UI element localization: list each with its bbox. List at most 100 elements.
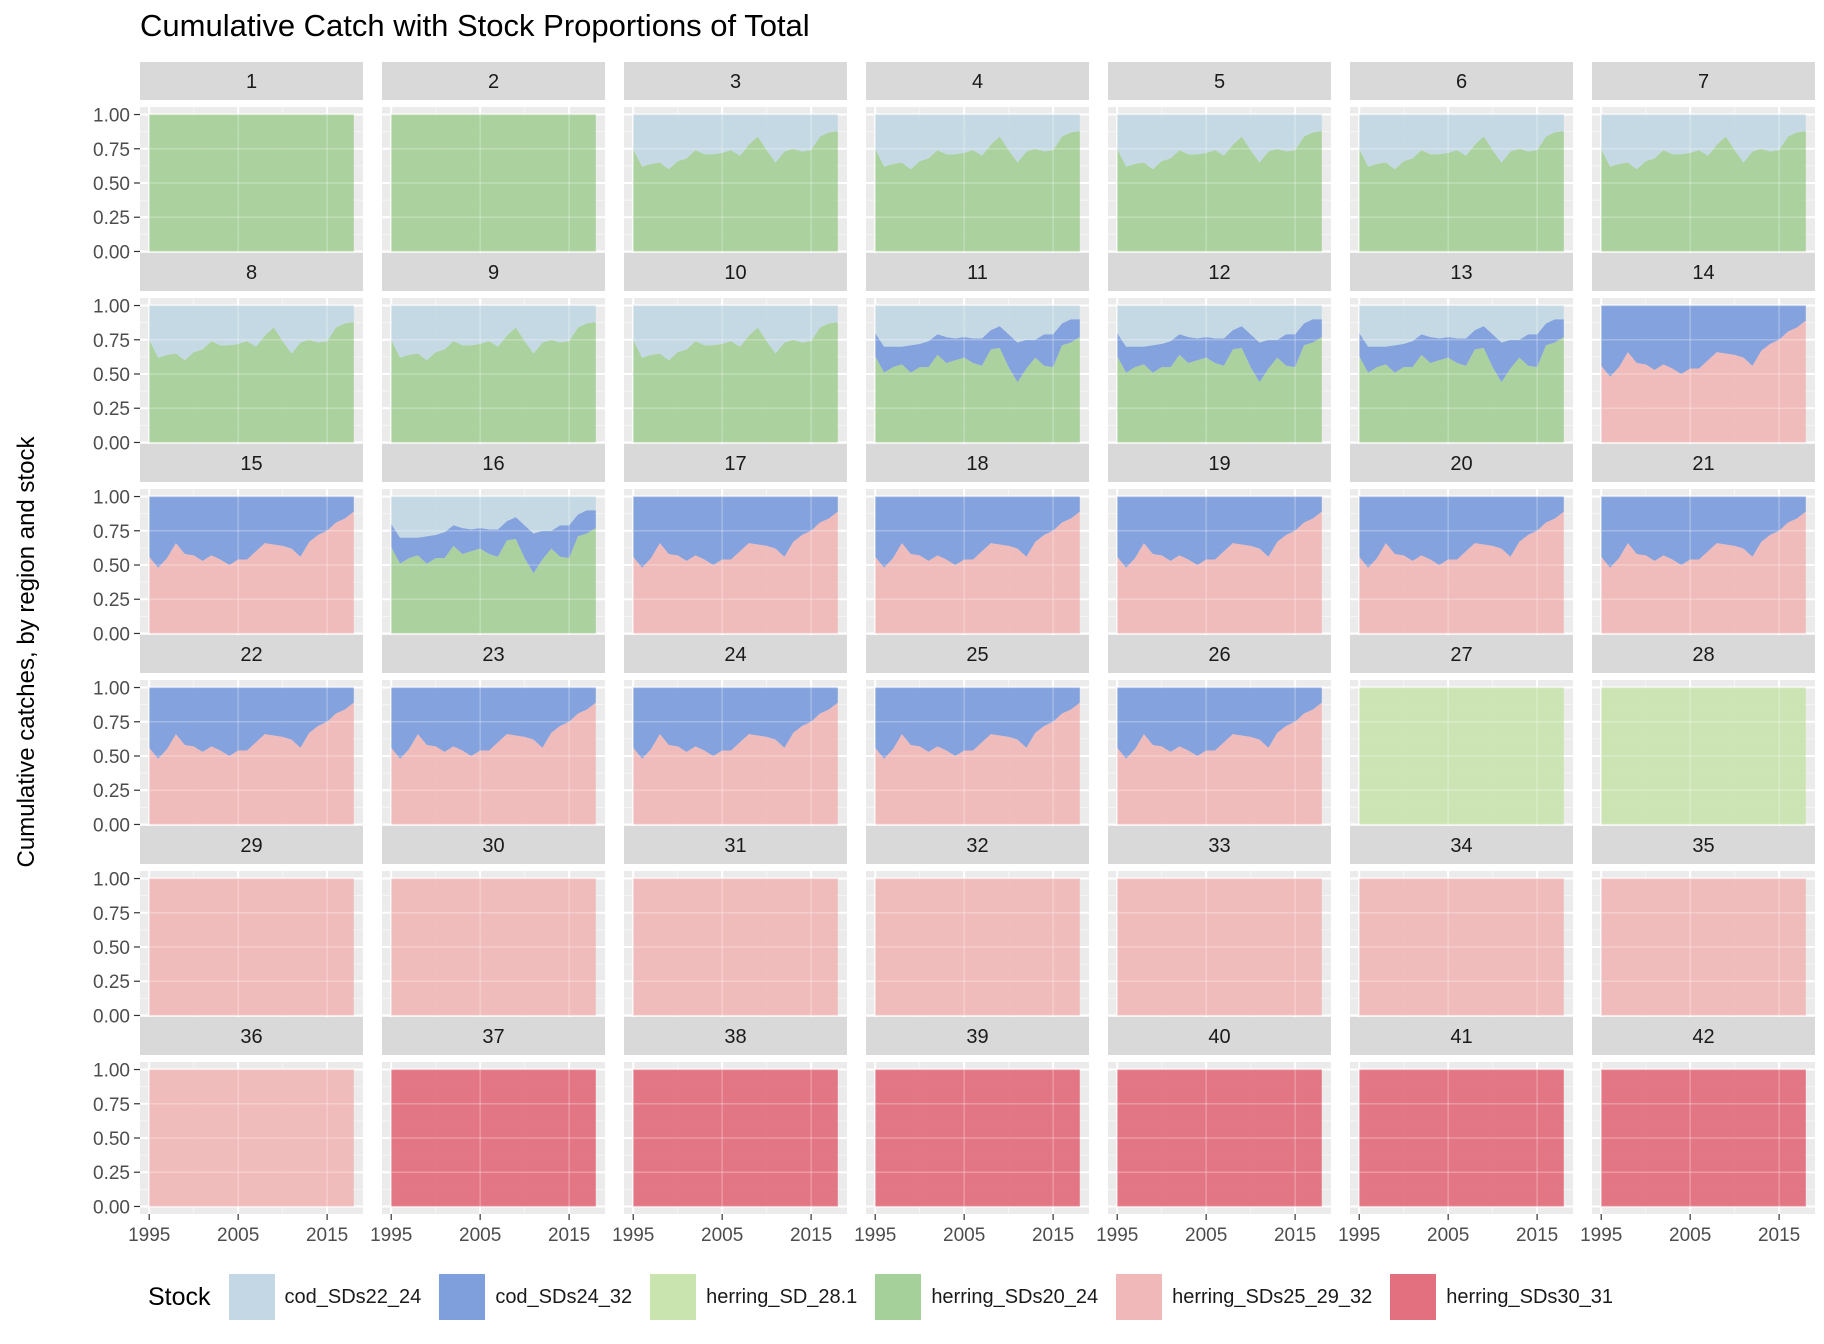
facet-strip (382, 253, 605, 291)
facet-strip-label: 26 (1208, 644, 1230, 666)
facet-strip (140, 253, 363, 291)
y-tick-label: 1.00 (93, 870, 130, 891)
facet-panel: 14 (1592, 253, 1815, 450)
y-tick-label: 0.00 (93, 815, 130, 836)
x-tick-label: 2015 (548, 1225, 590, 1246)
facet-strip (1350, 826, 1573, 864)
area-herring_SD_28.1 (1359, 687, 1564, 825)
facet-panel: 3 (624, 62, 847, 259)
legend: Stock cod_SDs22_24 cod_SDs24_32 herring_SD… (148, 1272, 1631, 1322)
facet-strip (1350, 253, 1573, 291)
facet-strip (1592, 62, 1815, 100)
area-cod_SDs22_24 (149, 305, 354, 361)
y-tick-label: 1.00 (93, 679, 130, 700)
facet-strip (866, 635, 1089, 673)
area-cod_SDs24_32 (1117, 319, 1322, 383)
area-herring_SDs25_29_32 (875, 511, 1080, 634)
facet-strip (624, 253, 847, 291)
y-tick-label: 0.50 (93, 556, 130, 577)
area-cod_SDs24_32 (149, 496, 354, 568)
area-herring_SDs20_24 (1601, 130, 1806, 252)
facet-strip (1592, 253, 1815, 291)
area-herring_SD_28.1 (1601, 687, 1806, 825)
area-cod_SDs24_32 (149, 687, 354, 759)
x-tick-label: 2005 (459, 1225, 501, 1246)
area-cod_SDs24_32 (1117, 496, 1322, 568)
area-cod_SDs24_32 (1601, 305, 1806, 377)
facet-strip-label: 3 (730, 71, 741, 93)
facet-panel: 30 (382, 826, 605, 1023)
facet-strip (1592, 1017, 1815, 1055)
x-tick-label: 2015 (790, 1225, 832, 1246)
facet-strip-label: 34 (1450, 835, 1472, 857)
facet-panel: 19 (1108, 444, 1331, 641)
area-herring_SDs30_31 (1359, 1069, 1564, 1207)
x-tick-label: 2005 (1427, 1225, 1469, 1246)
area-herring_SDs20_24 (1117, 337, 1322, 443)
x-tick-label: 2015 (306, 1225, 348, 1246)
area-herring_SDs25_29_32 (149, 702, 354, 825)
facet-panels: 10.000.250.500.751.002 3 4 5 6 780.000.250.50… (93, 62, 1815, 1246)
y-tick-label: 0.00 (93, 1197, 130, 1218)
y-tick-label: 0.25 (93, 781, 130, 802)
area-herring_SDs20_24 (1359, 130, 1564, 252)
area-herring_SDs25_29_32 (1359, 511, 1564, 634)
facet-strip-label: 8 (246, 262, 257, 284)
facet-strip-label: 19 (1208, 453, 1230, 475)
area-herring_SDs25_29_32 (1601, 878, 1806, 1016)
area-cod_SDs24_32 (391, 687, 596, 759)
facet-panel: 20 (1350, 444, 1573, 641)
facet-strip (140, 826, 363, 864)
area-herring_SDs30_31 (1117, 1069, 1322, 1207)
area-herring_SDs20_24 (875, 130, 1080, 252)
area-herring_SDs25_29_32 (633, 702, 838, 825)
facet-strip (866, 253, 1089, 291)
facet-strip (866, 62, 1089, 100)
area-herring_SDs20_24 (633, 321, 838, 443)
facet-panel: 34 (1350, 826, 1573, 1023)
facet-strip (866, 1017, 1089, 1055)
area-herring_SDs25_29_32 (391, 878, 596, 1016)
facet-strip (382, 444, 605, 482)
area-cod_SDs24_32 (1117, 687, 1322, 759)
facet-strip (140, 444, 363, 482)
facet-strip-label: 30 (482, 835, 504, 857)
facet-panel: 17 (624, 444, 847, 641)
facet-strip-label: 11 (967, 262, 988, 284)
y-tick-label: 0.75 (93, 713, 130, 734)
facet-panel: 24 (624, 635, 847, 832)
area-cod_SDs24_32 (1359, 496, 1564, 568)
x-tick-label: 2015 (1758, 1225, 1800, 1246)
facet-strip (140, 635, 363, 673)
y-tick-label: 0.50 (93, 1129, 130, 1150)
y-axis-title-group: Cumulative catches, by region and stock (13, 436, 40, 868)
facet-panel: 36 0.00 0.25 0.50 0.75 1.00 1995 2005 2015 (93, 1017, 363, 1246)
legend-label: herring_SDs20_24 (931, 1285, 1099, 1308)
facet-panel: 11 (866, 253, 1089, 450)
y-tick-label: 0.75 (93, 140, 130, 161)
x-tick-label: 2005 (1185, 1225, 1227, 1246)
facet-strip-label: 21 (1692, 453, 1714, 475)
facet-panel: 5 (1108, 62, 1331, 259)
facet-strip-label: 2 (488, 71, 499, 93)
facet-strip (1108, 635, 1331, 673)
facet-strip-label: 20 (1450, 453, 1472, 475)
facet-panel: 29 0.00 0.25 0.50 0.75 1.00 (93, 826, 363, 1027)
x-tick-label: 1995 (1338, 1225, 1380, 1246)
facet-strip-label: 4 (972, 71, 983, 93)
y-tick-label: 0.75 (93, 522, 130, 543)
facet-strip (140, 62, 363, 100)
facet-panel: 26 (1108, 635, 1331, 832)
legend-swatch (1116, 1274, 1163, 1320)
y-tick-label: 0.50 (93, 365, 130, 386)
facet-panel: 41 1995 2005 2015 (1338, 1017, 1573, 1246)
facet-strip (382, 1017, 605, 1055)
legend-item: cod_SDs22_24 (228, 1274, 421, 1320)
y-tick-label: 0.25 (93, 399, 130, 420)
facet-panel: 33 (1108, 826, 1331, 1023)
facet-strip-label: 1 (246, 71, 257, 93)
facet-panel: 27 (1350, 635, 1573, 832)
facet-strip (866, 826, 1089, 864)
legend-swatch (1390, 1274, 1437, 1320)
legend-swatch (650, 1274, 697, 1320)
